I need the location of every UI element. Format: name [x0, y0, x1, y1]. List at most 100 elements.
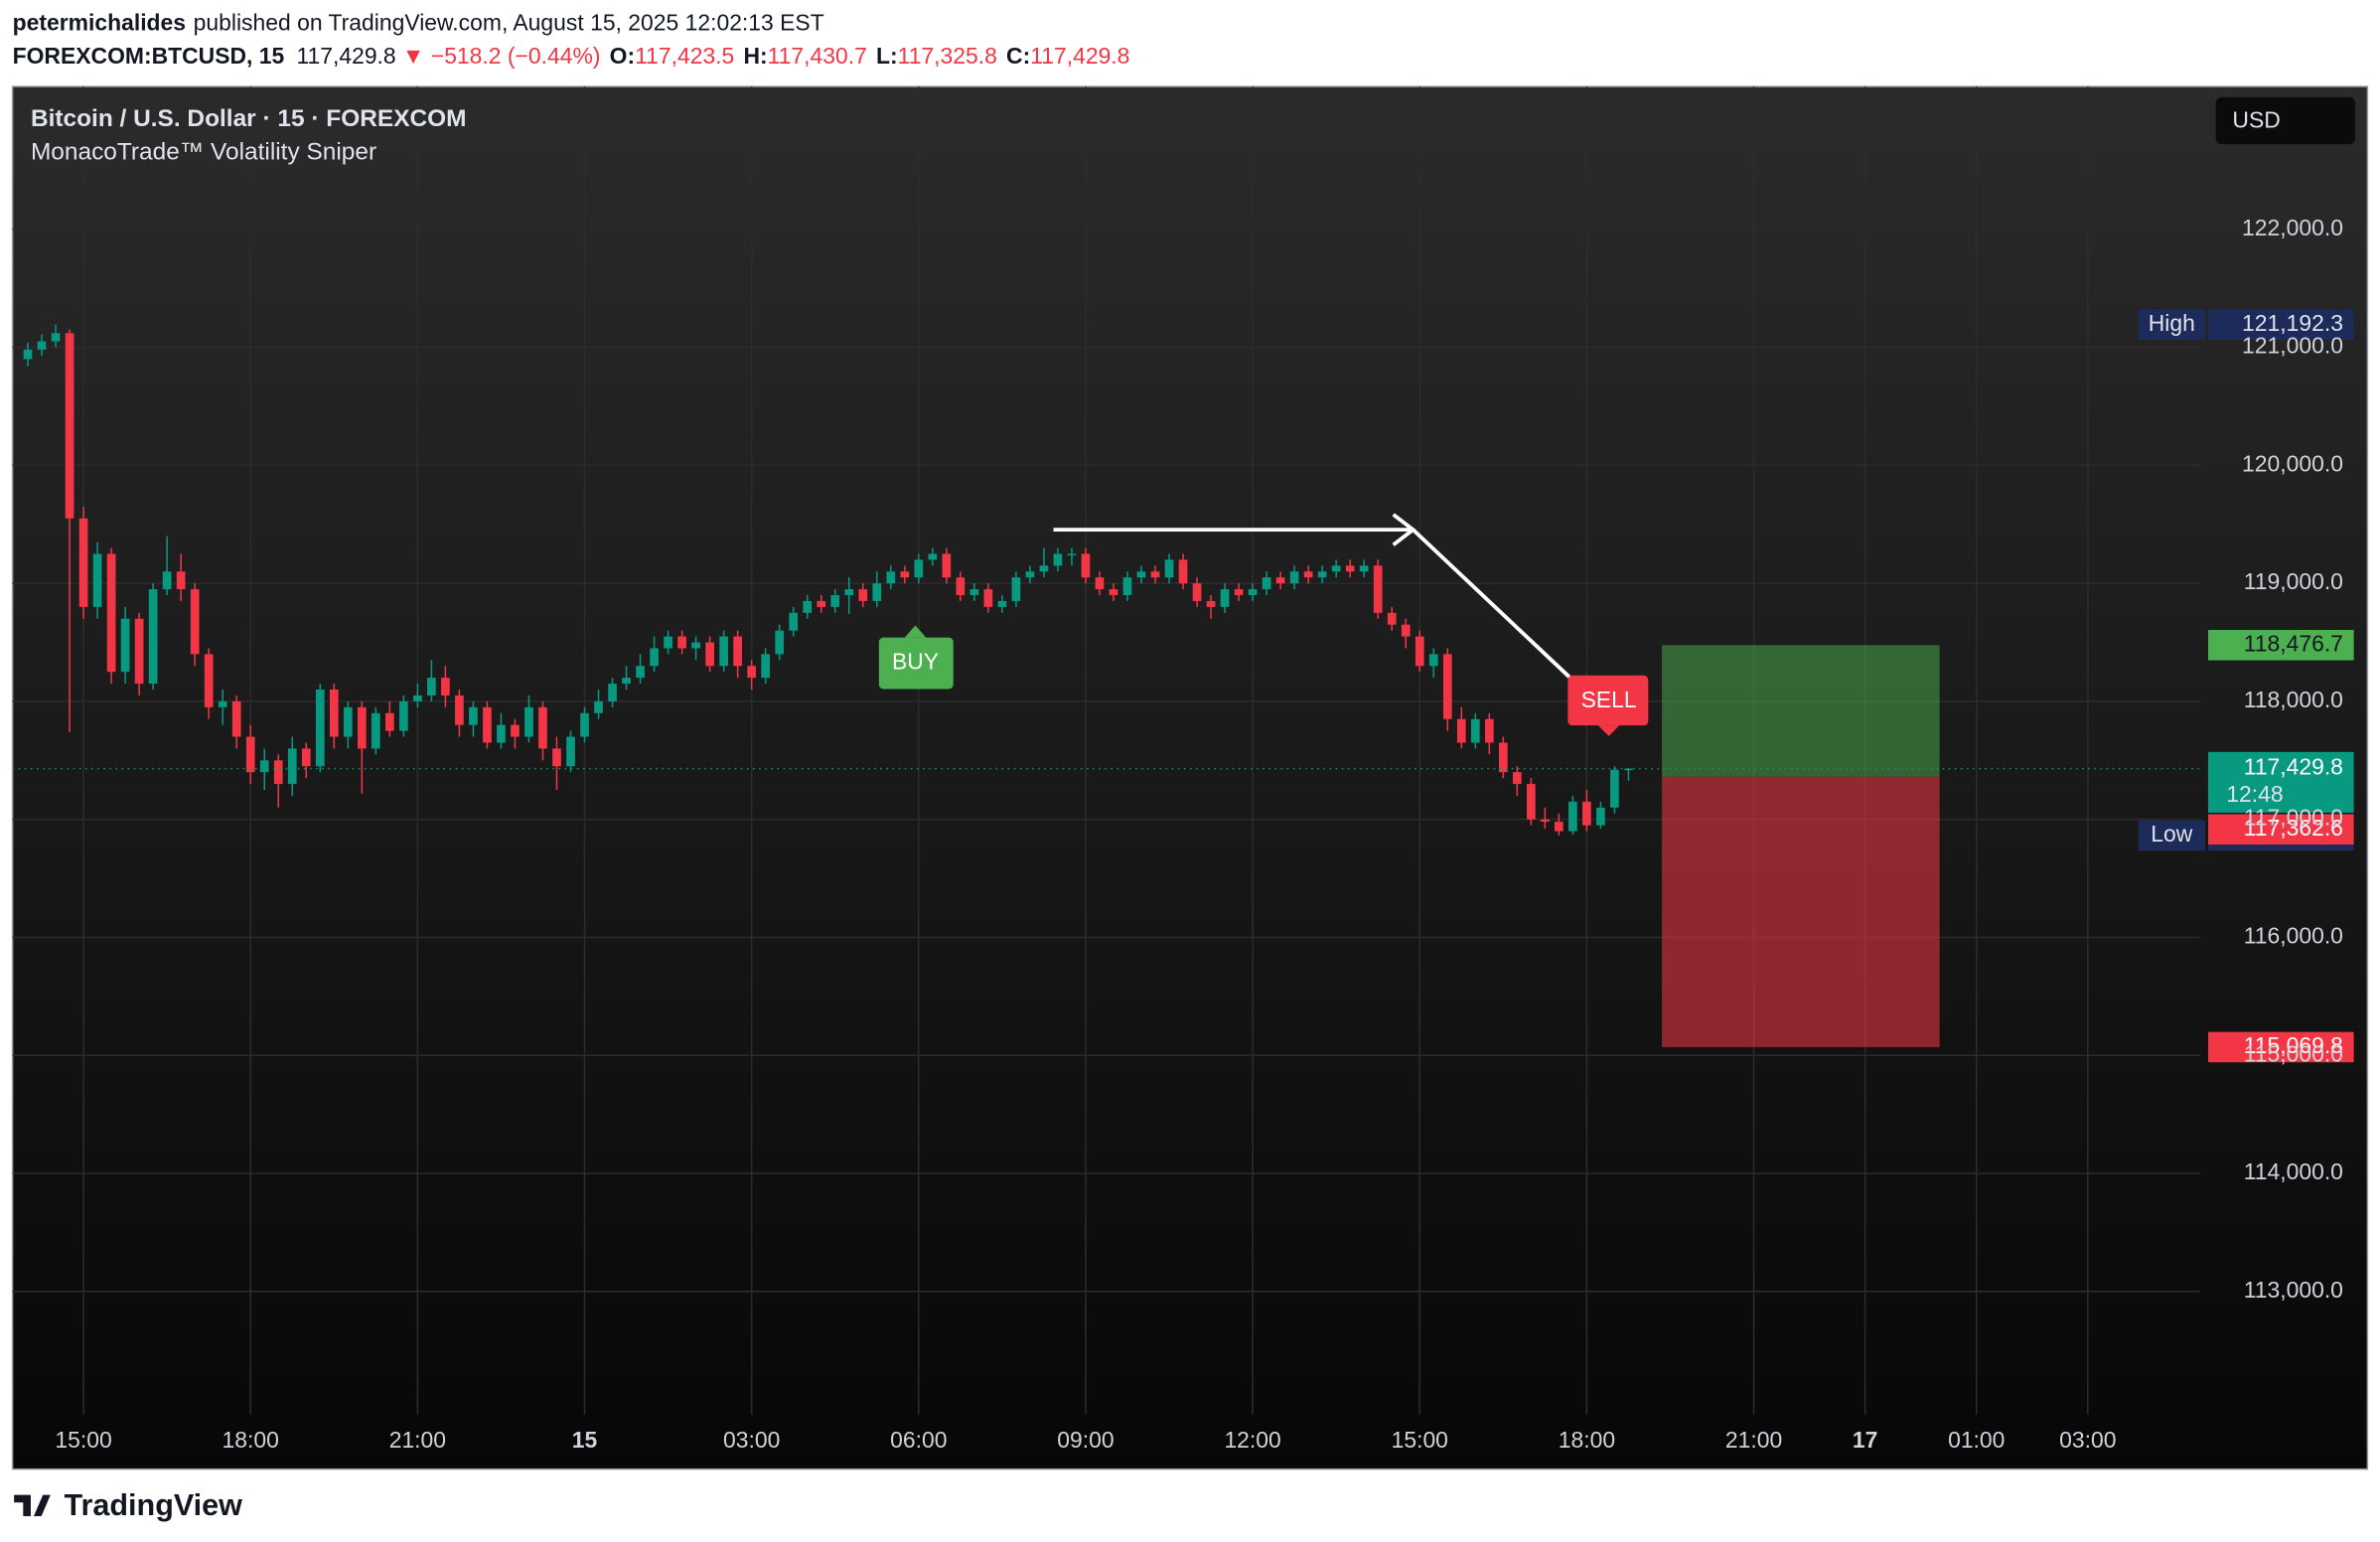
candle-body — [1150, 571, 1160, 578]
candle-body — [218, 700, 227, 707]
candle-body — [900, 571, 910, 578]
candle-body — [858, 589, 868, 601]
candle-body — [1136, 571, 1146, 578]
candle-body — [1192, 583, 1202, 601]
marker-text: 121,192.3 — [2242, 310, 2343, 336]
candle-body — [469, 706, 478, 725]
candle-body — [1484, 718, 1494, 743]
last: 117,429.8 — [296, 43, 395, 69]
candle-body — [1527, 784, 1536, 820]
candle-body — [789, 612, 799, 631]
candle-body — [343, 706, 353, 737]
candle-body — [1095, 577, 1105, 590]
candle-body — [1331, 565, 1341, 572]
candle-body — [427, 678, 436, 695]
stop-zone — [1662, 776, 1940, 1047]
symbol: FOREXCOM:BTCUSD, 15 — [13, 43, 285, 69]
candle-body — [677, 636, 686, 649]
candle-body — [664, 636, 672, 649]
candle-body — [997, 600, 1007, 607]
marker-box — [2207, 309, 2354, 341]
candle-body — [538, 706, 547, 749]
candle-body — [872, 583, 882, 601]
candle-body — [733, 636, 743, 667]
candle-body — [371, 712, 380, 749]
y-tick-label: 118,000.0 — [2244, 687, 2343, 712]
candle-body — [1596, 807, 1605, 826]
candle-body — [1345, 565, 1355, 572]
candle-body — [1470, 718, 1480, 743]
y-tick-label: 121,000.0 — [2242, 333, 2343, 359]
candle-body — [650, 648, 659, 667]
currency-button[interactable] — [2215, 96, 2356, 145]
candle-body — [1442, 654, 1452, 719]
marker-name-box — [2138, 309, 2205, 341]
author: petermichalides — [13, 9, 186, 35]
chart-subtitle: MonacoTrade™ Volatility Sniper — [31, 139, 376, 166]
candle-body — [691, 642, 700, 649]
candle-body — [134, 618, 144, 685]
stop-label-box — [2207, 1031, 2354, 1063]
candle-body — [483, 706, 492, 743]
candle-body — [190, 589, 200, 655]
candle-body — [1275, 577, 1285, 584]
change: ▼ −518.2 (−0.44%) — [402, 43, 601, 69]
drawing-line — [1412, 528, 1572, 681]
candle-body — [1248, 589, 1258, 596]
candle-body — [106, 553, 116, 673]
y-tick-label: 117,000.0 — [2244, 805, 2343, 831]
y-tick-label: 113,000.0 — [2244, 1277, 2343, 1303]
candle-body — [830, 595, 840, 607]
candle-body — [413, 694, 422, 701]
o-label: O: — [610, 43, 635, 69]
candle-body — [817, 600, 826, 607]
plot — [12, 324, 2201, 1047]
candle-body — [844, 589, 854, 596]
candle-body — [1053, 553, 1063, 566]
c-label: C: — [1006, 43, 1030, 69]
candle-body — [1541, 819, 1550, 823]
candle-body — [1373, 565, 1383, 613]
candle-body — [1568, 801, 1577, 832]
candle-body — [594, 700, 603, 713]
l-value: 117,325.8 — [898, 43, 997, 69]
candle-body — [120, 618, 130, 673]
marker-name: Low — [2151, 821, 2192, 847]
x-tick-label: 09:00 — [1057, 1427, 1114, 1453]
sell-pointer — [1597, 725, 1620, 736]
currency[interactable]: USD — [2232, 106, 2280, 132]
publish-line: petermichalides published on TradingView.… — [13, 9, 824, 35]
last-price-text: 117,429.8 — [2244, 754, 2343, 780]
candle-body — [1359, 565, 1369, 572]
target-label-text: 118,476.7 — [2244, 630, 2343, 656]
candle-body — [1011, 577, 1021, 601]
l-label: L: — [876, 43, 898, 69]
x-tick-label: 18:00 — [1559, 1427, 1615, 1453]
quote-line: FOREXCOM:BTCUSD, 15 117,429.8 ▼ −518.2 (−0… — [13, 43, 1130, 69]
candle-body — [1387, 612, 1397, 625]
x-tick-label: 21:00 — [389, 1427, 446, 1453]
x-tick-label: 15 — [572, 1427, 598, 1453]
chart-frame — [11, 85, 2369, 1470]
countdown-text: 12:48 — [2226, 781, 2283, 807]
candle-body — [1081, 553, 1091, 578]
candle-body — [162, 571, 172, 590]
y-tick-label: 120,000.0 — [2242, 450, 2343, 476]
candle-body — [761, 654, 771, 679]
h-value: 117,430.7 — [768, 43, 867, 69]
candle-body — [1025, 571, 1035, 578]
candle-body — [1317, 571, 1327, 578]
candle-body — [1303, 571, 1313, 578]
candle-body — [1401, 624, 1411, 637]
candle-body — [1428, 654, 1438, 667]
candle-body — [455, 694, 464, 725]
candle-body — [956, 577, 966, 596]
candle-body — [1610, 769, 1619, 808]
y-tick-label: 115,000.0 — [2244, 1040, 2343, 1066]
x-tick-label: 01:00 — [1948, 1427, 2005, 1453]
h-label: H: — [743, 43, 767, 69]
candle-body — [497, 724, 506, 743]
logo-mark — [14, 1494, 51, 1517]
